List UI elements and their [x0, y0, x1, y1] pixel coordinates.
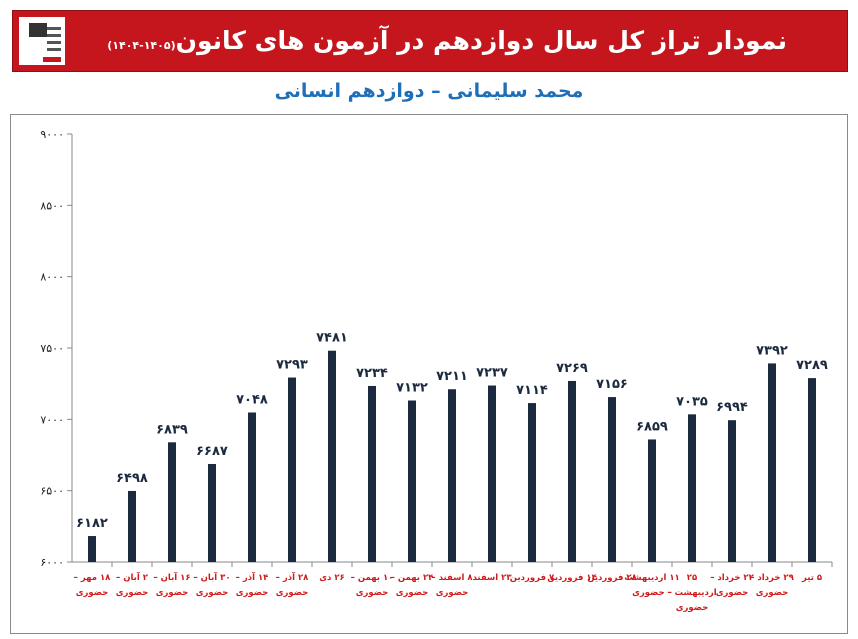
data-label: ۶۸۳۹	[156, 422, 188, 437]
kanoon-logo-icon	[19, 17, 65, 65]
data-label: ۷۱۵۶	[596, 377, 628, 392]
x-tick-label: ۲۴ بهمن –	[391, 573, 434, 583]
data-label: ۶۹۹۴	[716, 400, 748, 415]
y-tick-label: ۸۵۰۰	[40, 199, 64, 212]
x-tick-label: حضوری	[756, 588, 789, 598]
x-tick-label: ۲۸ فروردین	[587, 573, 637, 583]
x-tick-label: حضوری	[356, 588, 389, 598]
bar	[128, 490, 136, 562]
bar	[248, 412, 256, 562]
x-tick-label: ۱۴ آذر –	[236, 571, 269, 583]
bar	[168, 442, 176, 562]
data-label: ۷۲۱۱	[436, 369, 468, 384]
x-tick-label: حضوری	[396, 588, 429, 598]
data-label: ۶۴۹۸	[116, 471, 148, 486]
bar	[288, 377, 296, 562]
bar	[208, 463, 216, 562]
chart-frame	[10, 114, 848, 634]
y-tick-label: ۷۵۰۰	[40, 342, 64, 355]
x-tick-label: حضوری	[716, 588, 749, 598]
chart-title-range: (۱۴۰۵-۱۴۰۴)	[107, 39, 176, 52]
data-label: ۷۴۸۱	[316, 331, 348, 346]
chart-subtitle: محمد سلیمانی – دوازدهم انسانی	[274, 80, 584, 102]
x-tick-label: ۲۵	[687, 573, 697, 583]
x-tick-label: حضوری	[236, 588, 269, 598]
data-label: ۶۱۸۲	[76, 516, 108, 531]
data-label: ۷۲۶۹	[556, 361, 588, 376]
bar	[728, 420, 736, 562]
x-tick-label: ۲۹ خرداد –	[750, 573, 794, 583]
data-label: ۷۲۹۳	[276, 358, 308, 373]
chart-title-text: نمودار تراز کل سال دوازدهم در آزمون های …	[175, 26, 787, 55]
x-tick-label: حضوری	[196, 588, 229, 598]
x-tick-label: حضوری	[116, 588, 149, 598]
bar	[448, 389, 456, 562]
chart-title: نمودار تراز کل سال دوازدهم در آزمون های …	[107, 21, 787, 66]
bar	[328, 350, 336, 562]
data-label: ۷۲۸۹	[796, 358, 828, 373]
x-tick-label: ۲۲ خرداد –	[710, 573, 754, 583]
data-label: ۶۶۸۷	[196, 444, 228, 459]
bar	[568, 380, 576, 562]
x-tick-label: حضوری	[76, 588, 109, 598]
x-tick-label: ۲۳ اسفند	[472, 573, 512, 583]
bar	[608, 397, 616, 562]
x-tick-label: ۱۸ مهر –	[74, 573, 112, 583]
x-tick-label: ۲۸ آذر –	[276, 571, 310, 583]
bar	[648, 439, 656, 562]
y-tick-label: ۶۰۰۰	[40, 556, 64, 569]
x-tick-label: ۸ اسفند –	[431, 573, 473, 583]
x-tick-label: ۱۴ فروردین	[547, 573, 597, 583]
bar	[528, 403, 536, 562]
x-tick-label: حضوری	[276, 588, 309, 598]
x-tick-label: حضوری	[676, 603, 709, 613]
x-tick-label: حضوری	[436, 588, 469, 598]
bar	[808, 378, 816, 562]
data-label: ۷۲۳۴	[356, 366, 388, 381]
x-tick-label: ۱۰ بهمن –	[351, 573, 394, 583]
x-tick-label: ۱۶ آبان –	[153, 571, 190, 583]
y-tick-label: ۶۵۰۰	[40, 485, 64, 498]
y-tick-label: ۹۰۰۰	[40, 128, 64, 141]
data-label: ۷۱۱۴	[516, 383, 548, 398]
x-tick-label: ۵ تیر	[801, 573, 822, 583]
data-label: ۷۱۳۲	[396, 381, 428, 396]
data-label: ۷۲۳۷	[476, 366, 508, 381]
bar	[88, 536, 96, 562]
x-tick-label: اردیبهشت –	[667, 588, 716, 598]
x-tick-label: حضوری	[156, 588, 189, 598]
x-tick-label: ۲۶ دی	[319, 573, 345, 583]
bar	[768, 363, 776, 562]
bar	[368, 385, 376, 562]
x-tick-label: ۳۰ آبان –	[193, 571, 230, 583]
x-tick-label: ۱۱ اردیبهشت	[624, 573, 679, 583]
data-label: ۷۰۴۸	[236, 392, 268, 407]
data-label: ۶۸۵۹	[636, 419, 668, 434]
y-tick-label: ۷۰۰۰	[40, 413, 64, 426]
x-tick-label: ۷ فروردین	[510, 573, 555, 583]
x-tick-label: – حضوری	[632, 588, 672, 598]
title-banner: نمودار تراز کل سال دوازدهم در آزمون های …	[12, 10, 848, 72]
data-label: ۷۳۹۲	[756, 343, 788, 358]
bar	[688, 414, 696, 562]
y-tick-label: ۸۰۰۰	[40, 271, 64, 284]
x-tick-label: ۲ آبان –	[116, 571, 149, 583]
data-label: ۷۰۳۵	[676, 394, 708, 409]
bar	[488, 385, 496, 562]
bar	[408, 400, 416, 562]
